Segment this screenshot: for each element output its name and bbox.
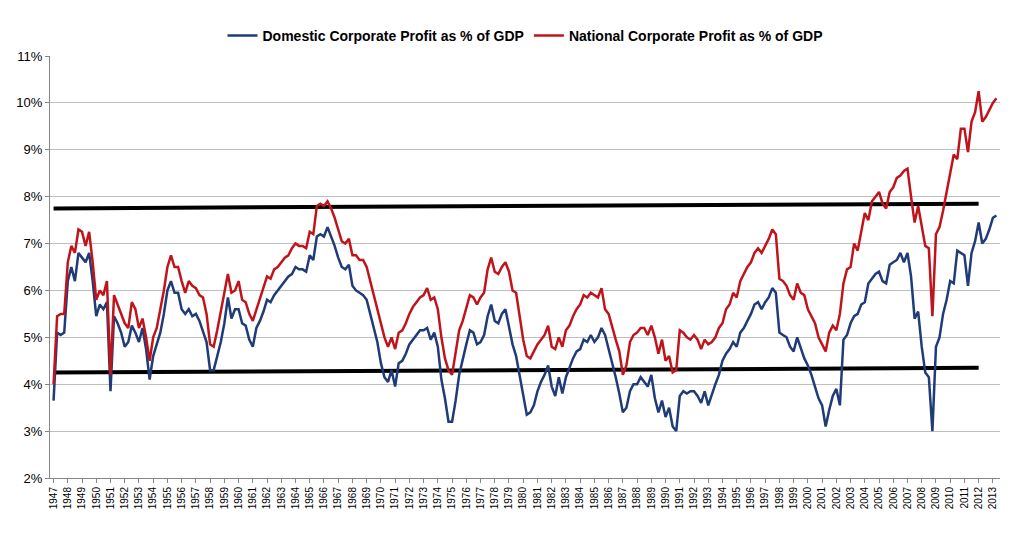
svg-text:1971: 1971 — [389, 487, 400, 510]
svg-text:1981: 1981 — [532, 487, 543, 510]
svg-text:1955: 1955 — [162, 487, 173, 510]
svg-text:Domestic Corporate Profit as %: Domestic Corporate Profit as % of GDP — [263, 28, 524, 44]
svg-text:2%: 2% — [24, 471, 43, 486]
svg-text:2013: 2013 — [987, 487, 998, 510]
svg-text:1948: 1948 — [62, 487, 73, 510]
svg-text:2007: 2007 — [902, 487, 913, 510]
svg-text:1984: 1984 — [574, 487, 585, 510]
svg-text:1978: 1978 — [489, 487, 500, 510]
svg-text:2012: 2012 — [973, 487, 984, 510]
svg-text:1995: 1995 — [731, 487, 742, 510]
svg-text:2009: 2009 — [930, 487, 941, 510]
svg-text:1994: 1994 — [717, 487, 728, 510]
svg-text:1958: 1958 — [204, 487, 215, 510]
svg-text:1993: 1993 — [702, 487, 713, 510]
svg-text:1979: 1979 — [503, 487, 514, 510]
svg-text:1998: 1998 — [774, 487, 785, 510]
svg-text:2003: 2003 — [845, 487, 856, 510]
svg-text:1983: 1983 — [560, 487, 571, 510]
svg-text:1957: 1957 — [190, 487, 201, 510]
svg-text:2001: 2001 — [816, 487, 827, 510]
svg-text:1951: 1951 — [105, 487, 116, 510]
svg-text:1959: 1959 — [219, 487, 230, 510]
svg-text:1968: 1968 — [347, 487, 358, 510]
svg-text:1960: 1960 — [233, 487, 244, 510]
svg-text:1961: 1961 — [247, 487, 258, 510]
svg-text:1986: 1986 — [603, 487, 614, 510]
svg-text:1949: 1949 — [76, 487, 87, 510]
svg-text:1999: 1999 — [788, 487, 799, 510]
svg-text:1962: 1962 — [261, 487, 272, 510]
svg-text:1954: 1954 — [147, 487, 158, 510]
svg-text:1985: 1985 — [589, 487, 600, 510]
svg-text:1956: 1956 — [176, 487, 187, 510]
svg-text:4%: 4% — [24, 377, 43, 392]
svg-text:1964: 1964 — [290, 487, 301, 510]
svg-text:10%: 10% — [16, 95, 42, 110]
svg-text:1988: 1988 — [631, 487, 642, 510]
svg-text:1987: 1987 — [617, 487, 628, 510]
svg-text:1972: 1972 — [404, 487, 415, 510]
svg-text:7%: 7% — [24, 236, 43, 251]
svg-text:1973: 1973 — [418, 487, 429, 510]
svg-text:1952: 1952 — [119, 487, 130, 510]
svg-text:11%: 11% — [17, 49, 42, 64]
svg-text:1950: 1950 — [91, 487, 102, 510]
svg-text:2000: 2000 — [802, 487, 813, 510]
svg-text:2005: 2005 — [873, 487, 884, 510]
svg-text:2008: 2008 — [916, 487, 927, 510]
svg-text:1947: 1947 — [48, 487, 59, 510]
svg-text:8%: 8% — [24, 189, 43, 204]
svg-text:1966: 1966 — [318, 487, 329, 510]
svg-text:1953: 1953 — [133, 487, 144, 510]
svg-text:1974: 1974 — [432, 487, 443, 510]
svg-text:1965: 1965 — [304, 487, 315, 510]
svg-text:1969: 1969 — [361, 487, 372, 510]
svg-text:3%: 3% — [24, 424, 43, 439]
svg-text:5%: 5% — [24, 330, 43, 345]
svg-text:1977: 1977 — [475, 487, 486, 510]
svg-text:2002: 2002 — [831, 487, 842, 510]
svg-text:2006: 2006 — [888, 487, 899, 510]
svg-text:1997: 1997 — [759, 487, 770, 510]
svg-text:2010: 2010 — [944, 487, 955, 510]
svg-text:1982: 1982 — [546, 487, 557, 510]
svg-text:6%: 6% — [24, 283, 43, 298]
svg-text:1992: 1992 — [688, 487, 699, 510]
svg-text:2004: 2004 — [859, 487, 870, 510]
svg-text:2011: 2011 — [959, 487, 970, 509]
svg-text:1991: 1991 — [674, 487, 685, 510]
svg-text:National Corporate Profit as %: National Corporate Profit as % of GDP — [569, 28, 823, 44]
svg-text:1996: 1996 — [745, 487, 756, 510]
svg-text:1990: 1990 — [660, 487, 671, 510]
svg-text:1975: 1975 — [446, 487, 457, 510]
svg-text:1970: 1970 — [375, 487, 386, 510]
svg-text:1963: 1963 — [276, 487, 287, 510]
svg-text:1976: 1976 — [461, 487, 472, 510]
svg-text:1980: 1980 — [517, 487, 528, 510]
svg-text:1967: 1967 — [332, 487, 343, 510]
svg-text:1989: 1989 — [646, 487, 657, 510]
svg-text:9%: 9% — [24, 142, 43, 157]
